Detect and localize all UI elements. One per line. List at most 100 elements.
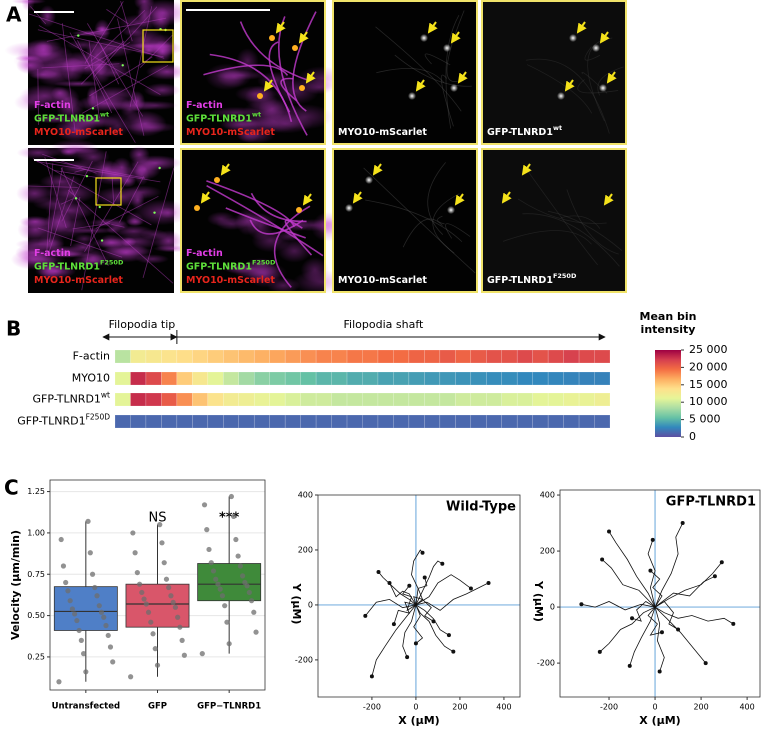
arrow [450, 31, 461, 44]
caption-superscript: wt [553, 124, 562, 132]
heatmap-cell [300, 371, 317, 386]
heatmap-cell [455, 392, 472, 407]
heatmap-cell [145, 392, 162, 407]
colorbar-tick-label: 5 000 [689, 413, 721, 426]
colorbar-tick-label: 20 000 [689, 360, 728, 373]
track-end [440, 561, 445, 566]
actin-fiber [84, 1, 124, 64]
y-tick-label: -200 [295, 655, 313, 664]
data-point [163, 576, 170, 582]
image-caption: GFP-TLNRD1F250D [487, 272, 577, 286]
actin-signal [101, 245, 154, 256]
actin-fiber [32, 158, 152, 226]
heatmap-cell [594, 392, 611, 407]
actin-fiber [81, 64, 169, 114]
actin-signal [277, 239, 312, 263]
caption-text: MYO10-mScarlet [34, 275, 123, 286]
heatmap-cell [486, 349, 502, 364]
box [197, 563, 262, 602]
heatmap-cell [331, 371, 348, 386]
heatmap-cell [563, 371, 580, 386]
actin-signal [236, 127, 261, 143]
data-point [105, 632, 111, 639]
data-point [175, 614, 181, 620]
actin-fiber [77, 40, 113, 114]
heatmap-cell [284, 392, 301, 407]
actin-signal [143, 83, 181, 98]
data-point [199, 651, 205, 657]
image-caption: GFP-TLNRD1wt [487, 124, 562, 138]
tip-signal [408, 92, 416, 100]
actin-signal [137, 3, 152, 28]
caption-text: F-actin [186, 100, 223, 111]
actin-fiber [84, 161, 139, 253]
heatmap-cell [284, 371, 301, 386]
cell-track [654, 562, 723, 608]
image-caption: MYO10-mScarlet [186, 127, 275, 138]
heatmap-cell [594, 371, 611, 386]
actin-fiber [44, 157, 67, 228]
data-point [215, 581, 221, 587]
cell-track [413, 604, 424, 644]
y-tick-label: 0 [308, 600, 313, 609]
heatmap-cell [362, 349, 379, 364]
track-end [391, 622, 396, 627]
data-point [246, 589, 252, 596]
heatmap-cell [223, 349, 239, 364]
track-end [446, 633, 451, 638]
data-point [206, 546, 212, 553]
cell-track [654, 606, 665, 672]
actin-fiber [46, 17, 167, 42]
heatmap-cell [114, 392, 131, 407]
heatmap-cell [362, 414, 379, 429]
arrow [427, 21, 438, 34]
heatmap-cell [331, 349, 348, 364]
filopodium [517, 198, 607, 224]
tip-signal [269, 35, 275, 41]
image-border [180, 148, 326, 293]
actin-fiber [38, 25, 161, 95]
data-point [154, 662, 161, 668]
row-label-text: MYO10 [72, 372, 110, 385]
y-axis-title: Velocity (μm/min) [9, 530, 22, 640]
heatmap-cell [470, 349, 487, 364]
actin-fiber [30, 6, 47, 25]
heatmap-cell [501, 414, 518, 429]
x-tick-label: 200 [452, 703, 467, 712]
cell-track [371, 604, 417, 677]
data-point [237, 563, 243, 569]
x-tick-label: -200 [600, 703, 618, 712]
heatmap-cell [238, 414, 255, 429]
data-point [208, 560, 214, 566]
data-point [56, 679, 62, 685]
cell-track [599, 606, 656, 653]
heatmap-cell [578, 371, 595, 386]
actin-signal [158, 207, 178, 219]
data-point [110, 659, 116, 665]
tip-signal [450, 84, 458, 92]
arrow [576, 21, 587, 34]
heatmap-cell [192, 371, 209, 386]
heatmap-cell [161, 414, 178, 429]
cell-track [402, 604, 417, 658]
filopodium [523, 165, 599, 266]
heatmap-cell [547, 414, 564, 429]
actin-signal [121, 26, 147, 37]
data-point [94, 593, 100, 599]
data-point [253, 629, 259, 635]
heatmap-cell [439, 414, 456, 429]
data-point [83, 669, 89, 675]
colorbar-tick-label: 10 000 [689, 395, 728, 408]
actin-fiber [69, 32, 136, 143]
plot-frame [49, 479, 266, 691]
track-end [376, 569, 381, 574]
image-border [332, 148, 478, 293]
tip-signal [447, 206, 455, 214]
actin-fiber [87, 23, 144, 117]
filopodium [502, 230, 592, 245]
actin-signal [37, 231, 65, 255]
track-end [712, 574, 717, 579]
heatmap-cell [393, 371, 410, 386]
panel-label: C [4, 476, 19, 500]
